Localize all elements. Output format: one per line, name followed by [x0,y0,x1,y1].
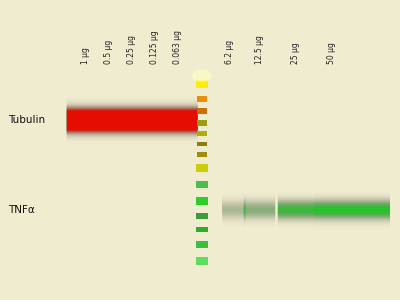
Text: TNFα: TNFα [8,205,35,215]
Text: 6.2 μg: 6.2 μg [226,40,234,64]
Text: 50 μg: 50 μg [327,43,336,64]
Bar [196,181,208,188]
Bar [196,197,208,205]
Bar [196,80,208,88]
Bar [196,241,208,248]
Bar [196,227,208,232]
Text: 25 μg: 25 μg [291,43,300,64]
Text: 1 μg: 1 μg [82,48,90,64]
Text: 0.125 μg: 0.125 μg [150,31,159,64]
Bar [197,131,207,136]
Bar [197,142,207,146]
Text: 0.5 μg: 0.5 μg [104,40,113,64]
Bar [196,164,208,172]
Text: 0.063 μg: 0.063 μg [174,31,182,64]
Text: 0.25 μg: 0.25 μg [128,35,136,64]
Text: Tubulin: Tubulin [8,115,45,125]
Bar [197,96,207,102]
Bar [196,257,208,265]
Bar [197,152,207,157]
Ellipse shape [192,69,212,82]
Bar [197,108,207,114]
Bar [197,120,207,126]
Text: 12.5 μg: 12.5 μg [255,36,264,64]
Bar [196,213,208,219]
